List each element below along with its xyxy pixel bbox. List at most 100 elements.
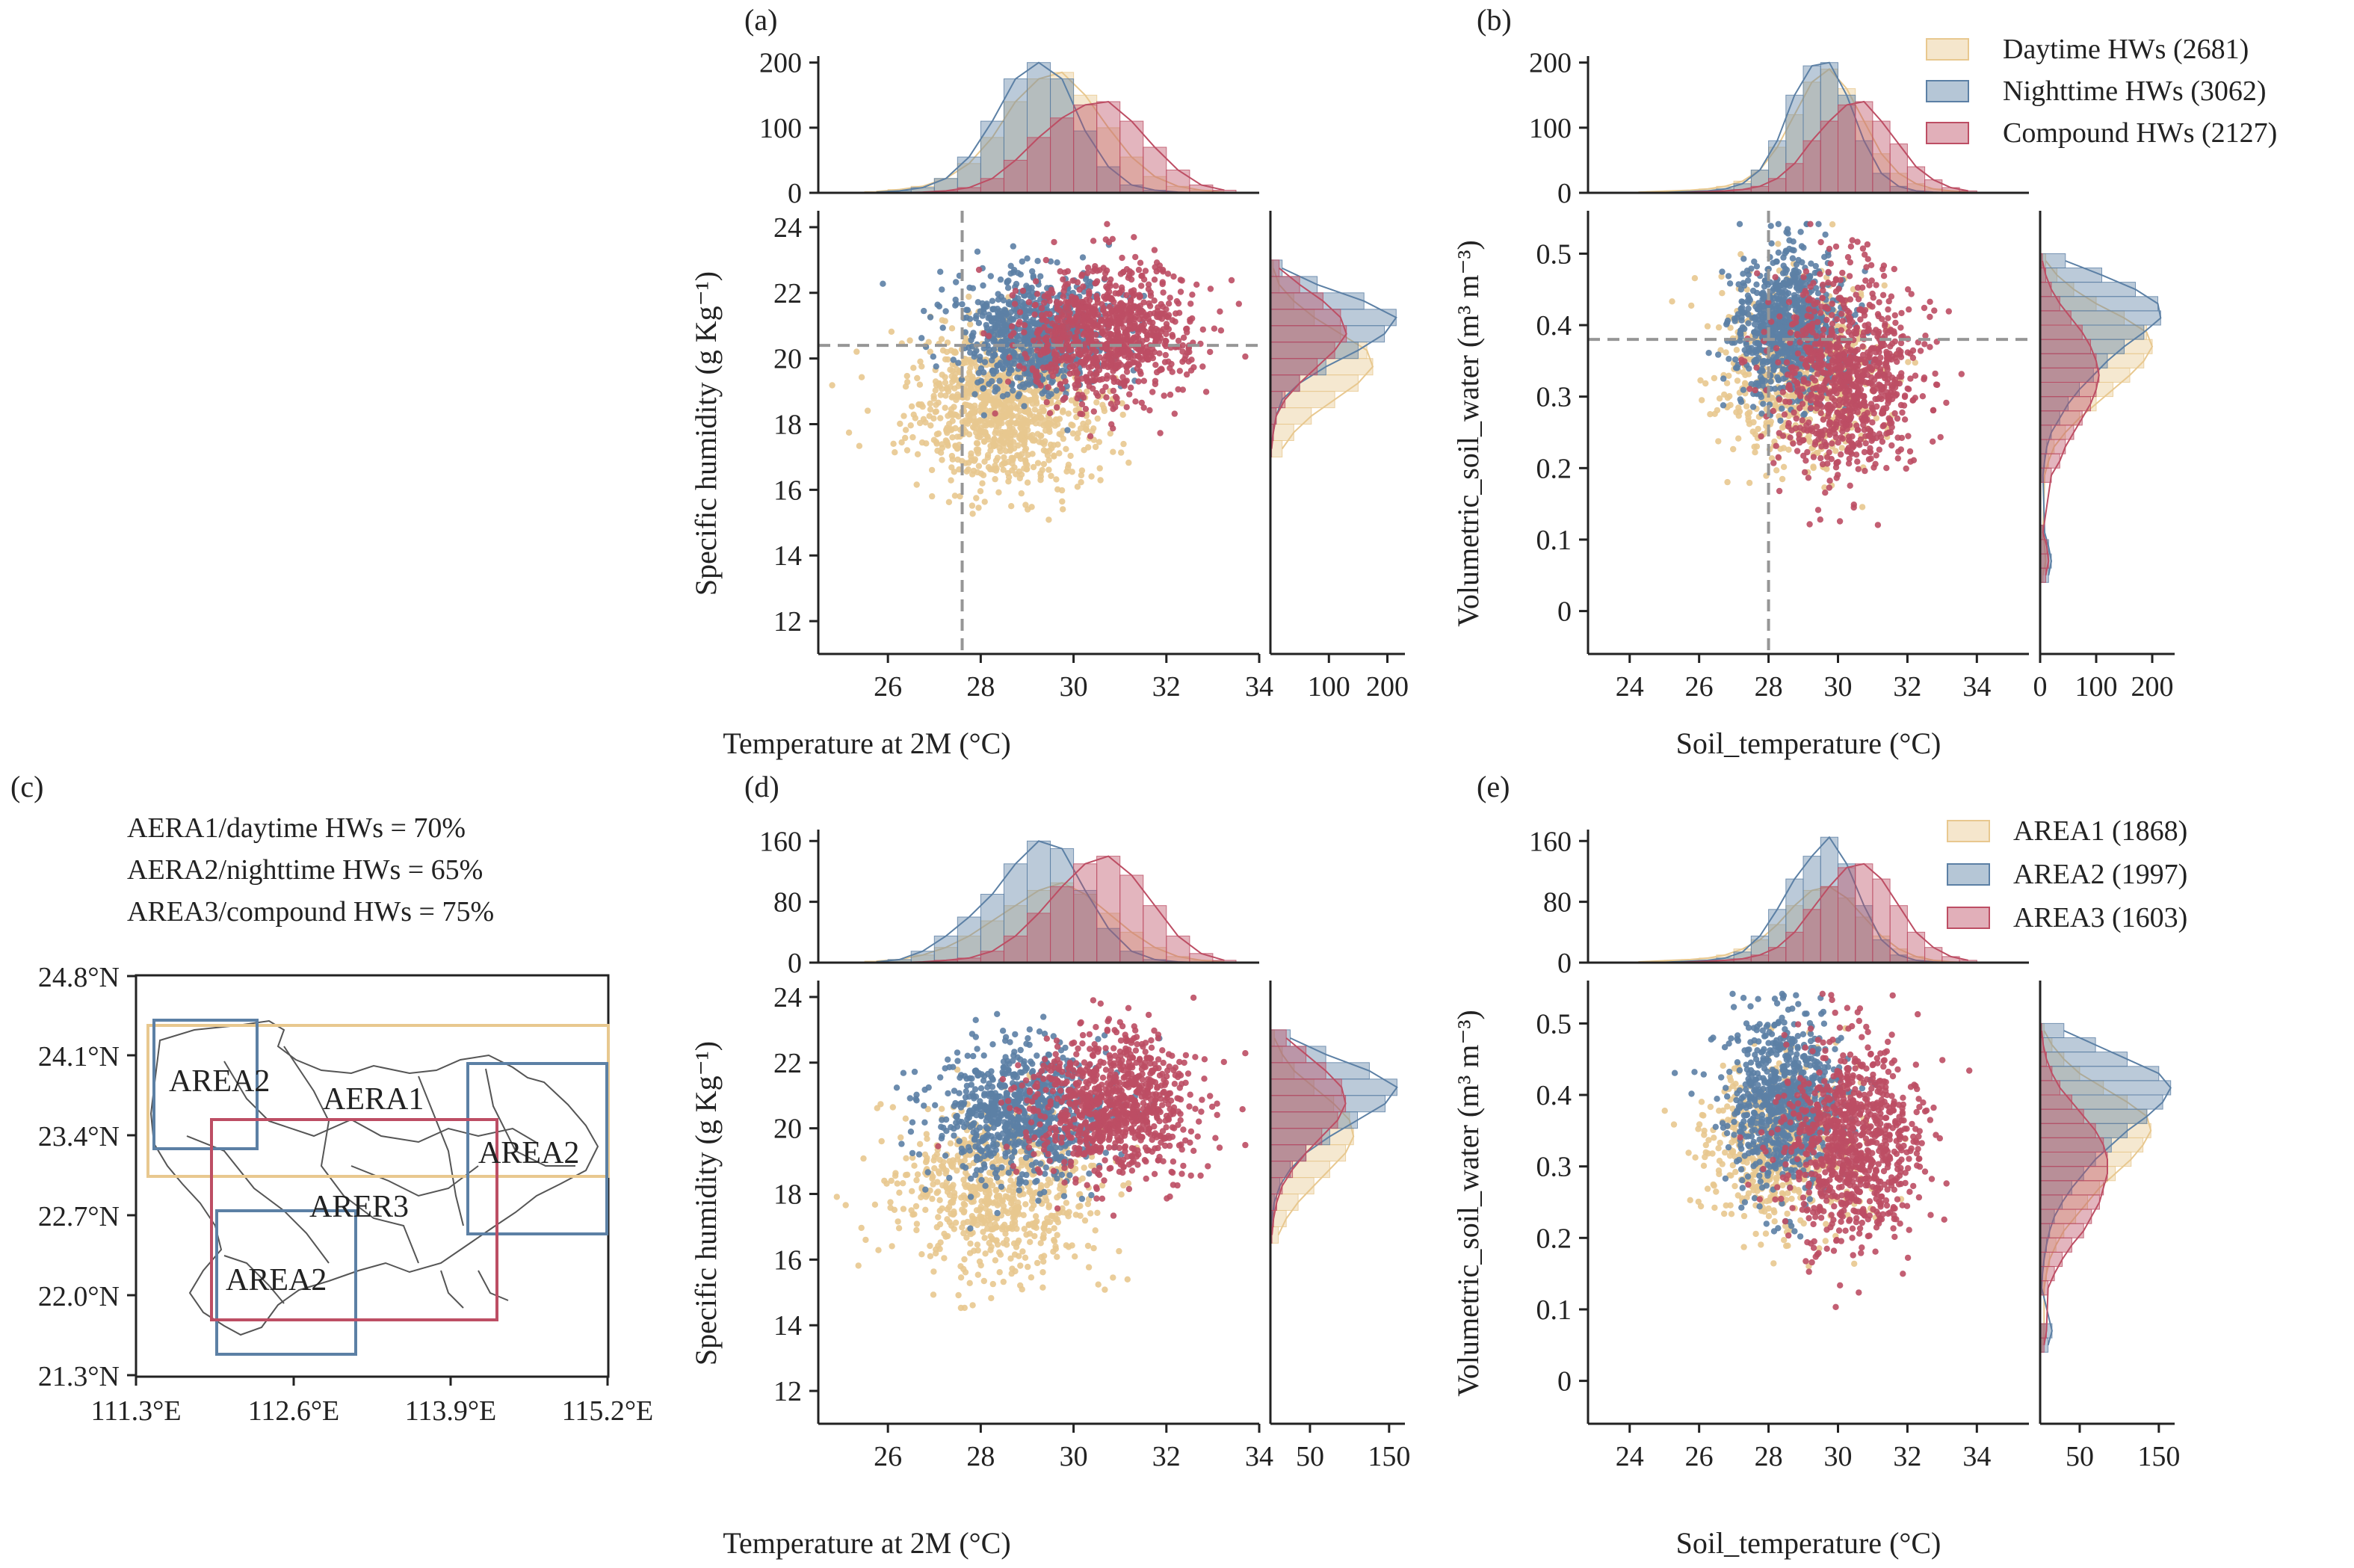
y-tick-label: 14: [773, 540, 802, 572]
scatter-point: [1053, 393, 1060, 400]
scatter-point: [1046, 416, 1053, 423]
scatter-point: [997, 276, 1004, 283]
scatter-point: [1726, 392, 1733, 400]
scatter-point: [1130, 287, 1137, 294]
scatter-point: [1156, 367, 1164, 374]
scatter-point: [1905, 433, 1912, 439]
scatter-point: [1691, 275, 1699, 282]
scatter-point: [938, 336, 945, 342]
scatter-point: [1783, 359, 1791, 365]
scatter-point: [1134, 360, 1141, 367]
scatter-point: [1125, 459, 1132, 466]
scatter-point: [1121, 352, 1128, 359]
top-hist-bar: [1073, 104, 1098, 194]
scatter-point: [1023, 283, 1030, 289]
scatter-point: [945, 442, 951, 449]
scatter-point: [1100, 265, 1107, 271]
scatter-point: [1720, 375, 1727, 382]
scatter-point: [1005, 370, 1013, 377]
scatter-point: [1024, 255, 1031, 262]
scatter-point: [1836, 518, 1844, 525]
scatter-point: [1120, 440, 1127, 448]
scatter-point: [1015, 295, 1022, 302]
scatter-point: [1113, 395, 1120, 401]
scatter-point: [1838, 451, 1844, 458]
scatter-point: [1051, 238, 1057, 246]
scatter-point: [1039, 466, 1045, 474]
x-tick-label: 30: [1060, 671, 1088, 703]
scatter-point: [1829, 440, 1835, 447]
scatter-point: [1065, 410, 1072, 417]
scatter-point: [995, 489, 1002, 496]
scatter-point: [1761, 283, 1768, 290]
scatter-point: [1022, 351, 1028, 357]
panel-letter-a: (a): [744, 3, 777, 37]
scatter-point: [1806, 274, 1814, 280]
scatter-point: [1829, 321, 1836, 327]
scatter-point: [956, 466, 963, 473]
scatter-point: [970, 410, 977, 416]
scatter-point: [1817, 309, 1824, 316]
scatter-point: [1090, 238, 1097, 244]
scatter-point: [1093, 399, 1100, 406]
scatter-point: [953, 411, 960, 419]
scatter-point: [1010, 243, 1017, 250]
scatter-point: [1897, 324, 1904, 331]
scatter-point: [1100, 304, 1108, 312]
scatter-point: [983, 300, 990, 307]
scatter-point: [994, 386, 1001, 392]
scatter-point: [1026, 307, 1034, 314]
scatter-point: [1000, 466, 1007, 473]
scatter-point: [1791, 409, 1797, 416]
scatter-point: [1048, 286, 1055, 293]
scatter-point: [1125, 347, 1132, 354]
scatter-point: [1010, 316, 1017, 323]
scatter-point: [922, 419, 929, 426]
scatter-point: [1754, 306, 1761, 312]
scatter-point: [1021, 329, 1028, 336]
scatter-point: [1024, 479, 1031, 486]
scatter-point: [888, 328, 895, 335]
scatter-point: [1090, 356, 1097, 363]
scatter-point: [1832, 243, 1840, 250]
scatter-point: [914, 451, 921, 457]
scatter-point: [1041, 293, 1048, 300]
scatter-point: [1802, 268, 1810, 275]
scatter-point: [984, 451, 992, 458]
scatter-point: [991, 332, 998, 339]
y-tick-label: 22: [773, 278, 802, 309]
scatter-point: [1131, 234, 1137, 241]
scatter-point: [1092, 443, 1099, 451]
scatter-point: [1038, 305, 1045, 312]
scatter-point: [985, 315, 992, 321]
scatter-point: [998, 434, 1005, 442]
scatter-point: [1797, 425, 1803, 431]
scatter-point: [1078, 358, 1085, 365]
scatter-point: [1188, 356, 1195, 363]
scatter-point: [1773, 258, 1780, 265]
scatter-point: [1740, 386, 1747, 393]
scatter-point: [1097, 477, 1104, 484]
scatter-point: [989, 377, 995, 385]
scatter-point: [1901, 416, 1909, 423]
scatter-point: [980, 438, 988, 445]
scatter-point: [1021, 416, 1028, 422]
scatter-point: [1775, 220, 1782, 227]
scatter-point: [1782, 247, 1790, 254]
scatter-point: [1760, 401, 1767, 407]
scatter-point: [1004, 378, 1012, 385]
scatter-point: [980, 412, 988, 419]
scatter-point: [1746, 386, 1753, 392]
scatter-point: [1833, 316, 1841, 323]
scatter-point: [1785, 298, 1793, 306]
scatter-point: [1042, 438, 1048, 445]
scatter-point: [1752, 356, 1759, 363]
scatter-point: [913, 481, 920, 488]
scatter-point: [909, 433, 916, 441]
scatter-point: [975, 266, 983, 274]
scatter-point: [963, 389, 971, 395]
scatter-point: [1056, 450, 1063, 457]
scatter-point: [937, 449, 945, 456]
scatter-point: [1895, 448, 1902, 455]
scatter-point: [1839, 269, 1846, 277]
